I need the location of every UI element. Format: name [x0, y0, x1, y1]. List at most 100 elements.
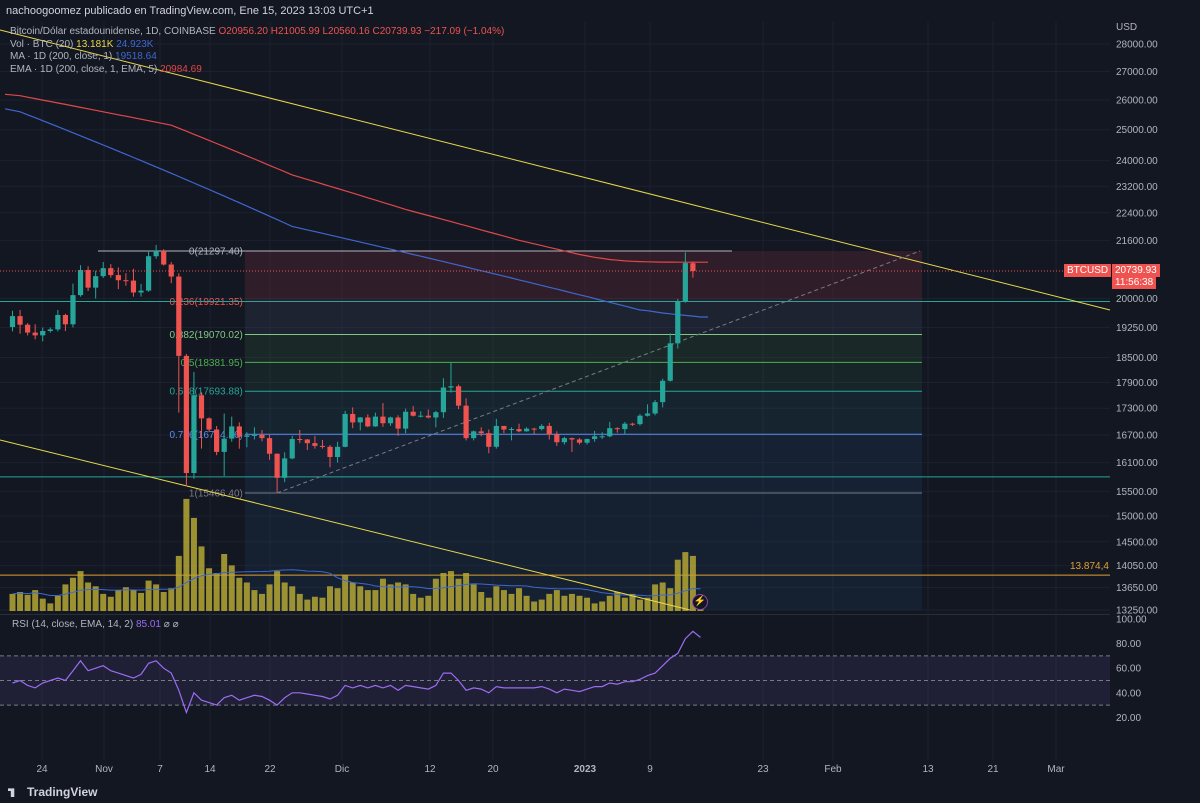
countdown-tag: 11:56:38 — [1112, 276, 1157, 289]
chart-canvas[interactable]: 24 Nov 7 14 22 Dic 12 20 2023 9 23 Feb 13 21 Mar 28000.… — [0, 22, 1200, 780]
fib-level-label: 0(21297.40) — [189, 246, 243, 257]
legend-ma-row[interactable]: MA · 1D (200, close, 1) 19518.64 — [10, 51, 504, 64]
rsi-legend[interactable]: RSI (14, close, EMA, 14, 2) 85.01 ⌀ ⌀ — [12, 619, 179, 630]
ma-200-line — [4, 108, 708, 318]
fib-zone — [244, 434, 923, 493]
volume-bar — [153, 584, 160, 611]
hline-label: 13.874,4 — [1070, 561, 1109, 572]
candle-body — [168, 264, 174, 277]
candle-body — [471, 431, 477, 439]
volume-bar — [606, 595, 613, 611]
candle-body — [516, 429, 522, 432]
price-tick-label: 14050.00 — [1116, 561, 1158, 572]
candle-body — [55, 314, 61, 330]
candle-body — [17, 316, 23, 325]
candle-body — [478, 431, 484, 434]
tradingview-logo-icon — [8, 788, 15, 798]
candle-body — [440, 387, 447, 413]
publisher-text: nachoogoomez publicado en TradingView.co… — [6, 5, 374, 17]
candle-body — [539, 425, 545, 430]
candle-body — [282, 458, 288, 478]
volume-bar — [168, 588, 175, 611]
volume-bar — [296, 593, 303, 611]
x-tick-label: Mar — [1047, 764, 1065, 775]
volume-bar — [9, 593, 16, 611]
legend-vol-row[interactable]: Vol · BTC (20) 13.181K 24.923K — [10, 39, 504, 52]
price-tick-label: 22400.00 — [1116, 208, 1158, 219]
volume-bar — [440, 573, 447, 611]
volume-bar — [379, 578, 386, 611]
volume-bar — [221, 554, 228, 611]
candle-body — [244, 435, 250, 437]
volume-bar — [327, 586, 334, 611]
volume-bar — [417, 597, 424, 611]
candle-body — [569, 438, 575, 440]
candle-body — [47, 329, 53, 331]
volume-bar — [281, 582, 288, 611]
volume-bar — [500, 590, 507, 611]
ma-value: 19518.64 — [115, 51, 157, 63]
volume-bar — [198, 546, 205, 611]
candle-body — [584, 439, 590, 443]
rsi-label: RSI (14, close, EMA, 14, 2) — [12, 619, 134, 630]
volume-bar — [17, 592, 24, 611]
candle-body — [508, 429, 515, 431]
candle-body — [592, 436, 598, 440]
volume-bar — [591, 603, 598, 611]
candle-body — [214, 429, 220, 452]
volume-bar — [508, 593, 515, 611]
symbol-line: Bitcoin/Dólar estadounidense, 1D, COINBA… — [10, 26, 216, 37]
x-tick-label: 2023 — [574, 764, 597, 775]
lightning-icon[interactable]: ⚡ — [692, 594, 708, 610]
fib-zone — [244, 362, 923, 392]
volume-bar — [667, 588, 674, 611]
volume-bar — [349, 582, 356, 611]
legend-ema-row[interactable]: EMA · 1D (200, close, 1, EMA, 5) 20984.6… — [10, 64, 504, 77]
ohlc-open: O20956.20 — [218, 26, 268, 37]
candle-body — [675, 301, 681, 344]
candle-body — [554, 434, 560, 443]
x-tick-label: 9 — [647, 764, 653, 775]
volume-bar — [342, 574, 349, 611]
fib-zone — [244, 391, 923, 435]
chart-legend: Bitcoin/Dólar estadounidense, 1D, COINBA… — [10, 26, 504, 76]
current-price-tag: 20739.93 — [1112, 264, 1160, 277]
fib-level-label: 0.236(19921.35) — [169, 297, 242, 308]
candle-body — [183, 355, 189, 474]
volume-bar — [674, 559, 681, 611]
volume-bar — [531, 601, 538, 611]
volume-bar — [39, 598, 46, 611]
volume-bar — [447, 571, 454, 611]
price-tick-label: 27000.00 — [1116, 67, 1158, 78]
fib-level-label: 0.382(19070.02) — [169, 330, 242, 341]
volume-bar — [145, 580, 152, 611]
rsi-tick-label: 80.00 — [1116, 639, 1141, 650]
candle-body — [576, 439, 583, 443]
candle-body — [622, 423, 628, 430]
volume-bar — [629, 593, 636, 611]
x-tick-label: Dic — [335, 764, 349, 775]
candle-body — [607, 428, 613, 437]
volume-bar — [138, 592, 145, 611]
x-tick-label: 14 — [204, 764, 216, 775]
candle-body — [319, 445, 326, 447]
volume-bar — [77, 571, 84, 611]
candle-body — [531, 428, 537, 430]
volume-bar — [364, 590, 371, 611]
price-tick-label: 26000.00 — [1116, 96, 1158, 107]
candle-body — [115, 275, 121, 281]
candle-body — [100, 268, 106, 277]
candle-body — [221, 438, 227, 452]
volume-bar — [614, 592, 621, 611]
candle-body — [418, 415, 424, 417]
candle-body — [191, 395, 197, 474]
volume-bar — [115, 590, 122, 611]
fib-level-label: 1(15466.40) — [189, 488, 243, 499]
candle-body — [259, 434, 265, 439]
volume-bar — [357, 586, 364, 611]
volume-bar — [463, 573, 470, 611]
volume-ma-line — [12, 569, 701, 597]
price-axis-unit: USD — [1116, 22, 1137, 33]
price-tick-label: 17300.00 — [1116, 404, 1158, 415]
candle-body — [198, 395, 205, 419]
